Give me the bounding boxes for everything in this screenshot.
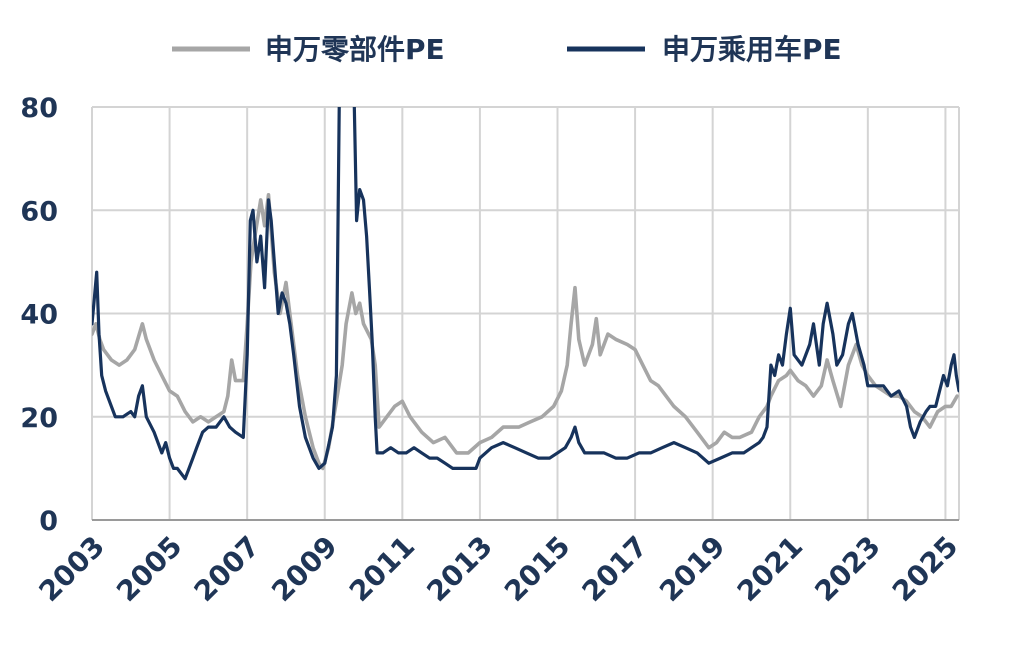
x-tick-label: 2017: [576, 530, 654, 608]
series-line-1: [92, 193, 959, 471]
x-tick-label: 2009: [265, 530, 343, 608]
x-tick-label: 2013: [420, 530, 498, 608]
x-tick-label: 2019: [653, 530, 731, 608]
y-tick-label: 20: [20, 403, 58, 434]
y-tick-label: 80: [20, 93, 58, 124]
series-lines: [92, 107, 959, 481]
x-tick-label: 2025: [886, 530, 964, 608]
y-tick-label: 40: [20, 300, 58, 331]
x-tick-label: 2011: [343, 530, 421, 608]
y-tick-label: 0: [39, 506, 58, 537]
legend: 申万零部件PE 申万乘用车PE: [172, 33, 842, 66]
grid: [91, 106, 960, 520]
x-tick-label: 2007: [188, 530, 266, 608]
series-line-2: [92, 107, 959, 481]
x-tick-label: 2003: [33, 530, 111, 608]
x-axis-labels: 2003 2005 2007 2009 2011 2013 2015 2017 2019 2021…: [33, 530, 965, 608]
legend-label-2: 申万乘用车PE: [662, 33, 842, 66]
x-tick-label: 2021: [731, 530, 809, 608]
x-tick-label: 2005: [110, 530, 188, 608]
y-axis-labels: 0 20 40 60 80: [20, 93, 58, 537]
y-tick-label: 60: [20, 196, 58, 227]
x-tick-label: 2015: [498, 530, 576, 608]
legend-label-1: 申万零部件PE: [265, 33, 445, 66]
x-tick-label: 2023: [808, 530, 886, 608]
